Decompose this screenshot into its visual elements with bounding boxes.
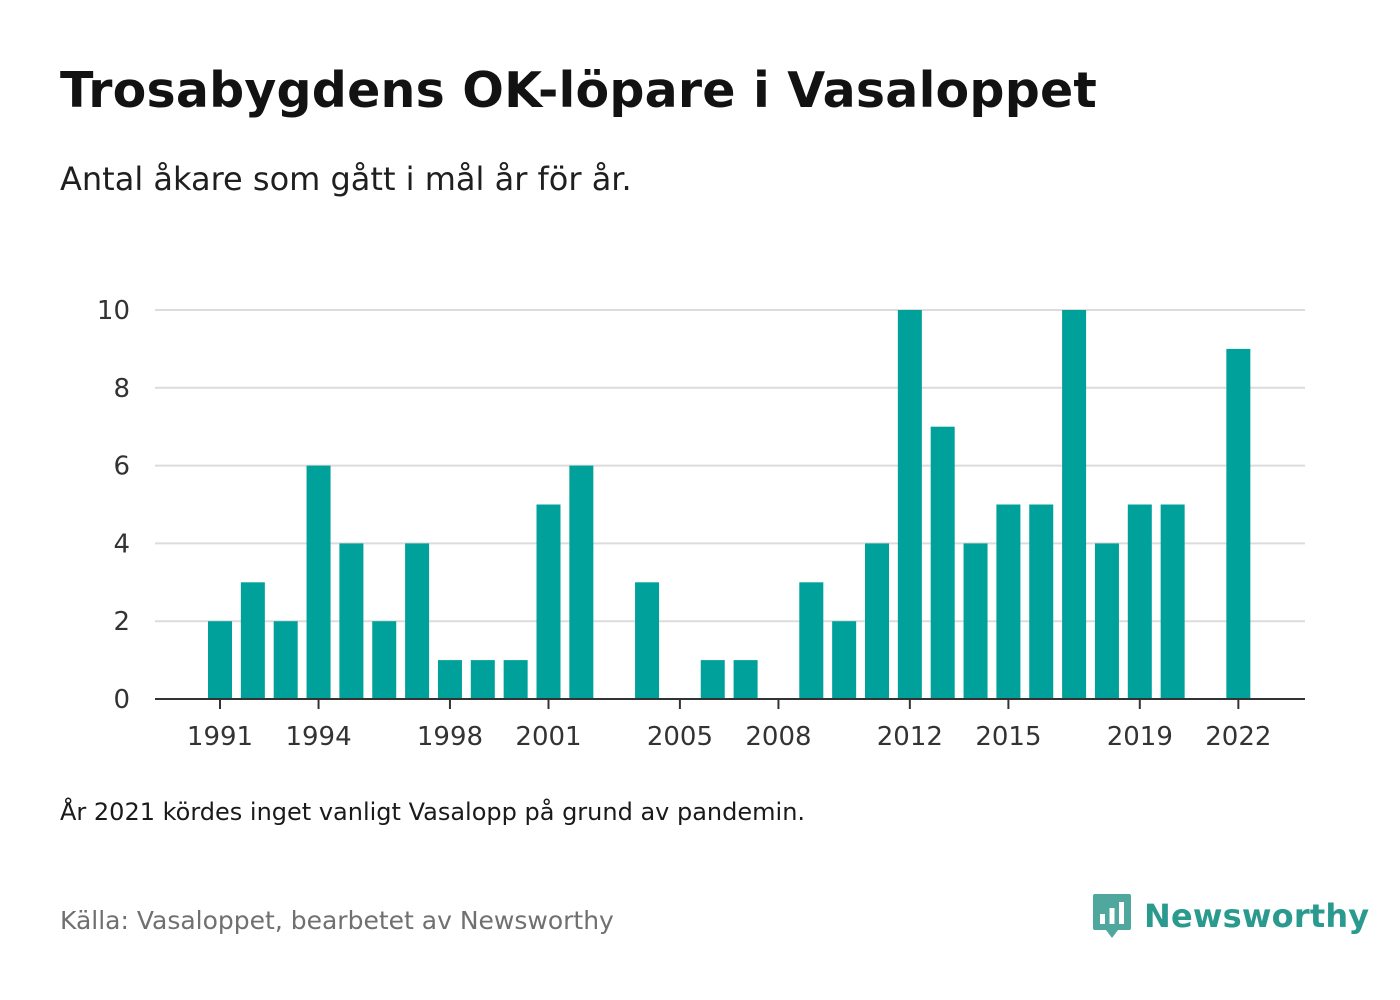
bar-2022 bbox=[1226, 348, 1251, 699]
bar-2009 bbox=[799, 582, 824, 699]
bar-2011 bbox=[865, 543, 889, 699]
bar-1996 bbox=[372, 621, 397, 699]
x-tick-label: 2022 bbox=[1205, 722, 1271, 752]
bar-2016 bbox=[1029, 504, 1054, 699]
x-tick-label: 2005 bbox=[647, 722, 713, 752]
x-tick-label: 2012 bbox=[877, 722, 943, 752]
bar-2004 bbox=[635, 582, 660, 699]
bar-2014 bbox=[963, 543, 988, 699]
bar-2002 bbox=[569, 465, 594, 699]
x-tick-label: 2015 bbox=[975, 722, 1041, 752]
chart-subtitle: Antal åkare som gått i mål år för år. bbox=[60, 160, 632, 198]
y-tick-label: 8 bbox=[113, 374, 130, 404]
chart-title: Trosabygdens OK-löpare i Vasaloppet bbox=[60, 62, 1098, 119]
bar-1993 bbox=[273, 621, 298, 699]
bar-2019 bbox=[1127, 504, 1152, 699]
axes: 0 2 4 6 8 10 1991 1994 1998 2001 2005 2008 2012 2015 2… bbox=[97, 296, 1305, 752]
bar-2006 bbox=[700, 660, 725, 699]
x-tick-label: 1991 bbox=[187, 722, 253, 752]
bar-2017 bbox=[1062, 310, 1087, 699]
bar-1999 bbox=[470, 660, 495, 699]
x-tick-label: 1994 bbox=[285, 722, 351, 752]
y-tick-label: 4 bbox=[113, 529, 130, 559]
bar-2001 bbox=[536, 504, 561, 699]
x-tick-label: 2019 bbox=[1107, 722, 1173, 752]
bar-2000 bbox=[503, 660, 528, 699]
x-tick-label: 1998 bbox=[417, 722, 483, 752]
bar-2012 bbox=[897, 310, 922, 699]
bar-chart: 0 2 4 6 8 10 1991 1994 1998 2001 2005 2008 2012 2015 2… bbox=[97, 296, 1305, 752]
bar-2007 bbox=[733, 660, 758, 699]
bar-1991 bbox=[208, 621, 232, 699]
logo-text: Newsworthy bbox=[1144, 897, 1370, 935]
bar-1998 bbox=[437, 660, 462, 699]
chart-note: År 2021 kördes inget vanligt Vasalopp på… bbox=[60, 798, 806, 826]
newsworthy-logo: Newsworthy bbox=[1092, 890, 1369, 942]
bar-2018 bbox=[1094, 543, 1119, 699]
y-tick-label: 6 bbox=[113, 452, 130, 482]
y-tick-label: 0 bbox=[113, 685, 130, 715]
y-tick-label: 10 bbox=[97, 296, 130, 326]
newsworthy-chart-bubble-icon bbox=[1093, 894, 1131, 938]
bar-1997 bbox=[405, 543, 430, 699]
bar-2020 bbox=[1160, 504, 1185, 699]
bar-1995 bbox=[339, 543, 364, 699]
bar-2010 bbox=[832, 621, 857, 699]
bar-1992 bbox=[240, 582, 265, 699]
y-tick-label: 2 bbox=[113, 607, 130, 637]
bar-2013 bbox=[930, 426, 955, 699]
source-text: Källa: Vasaloppet, bearbetet av Newswort… bbox=[60, 906, 614, 935]
bars bbox=[208, 310, 1251, 699]
x-tick-label: 2008 bbox=[745, 722, 811, 752]
bar-2015 bbox=[996, 504, 1021, 699]
x-tick-label: 2001 bbox=[515, 722, 581, 752]
bar-1994 bbox=[306, 465, 331, 699]
